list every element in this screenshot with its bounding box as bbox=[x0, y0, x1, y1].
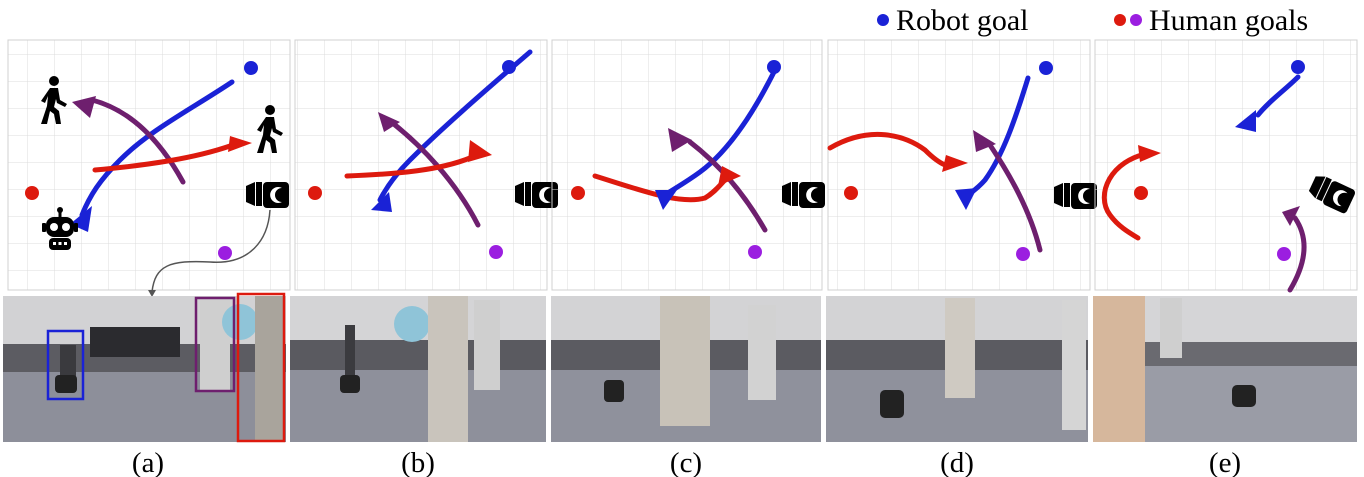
robot-goal-legend-marker bbox=[877, 14, 889, 26]
caption-d: (d) bbox=[940, 447, 974, 477]
robot-path bbox=[79, 79, 235, 218]
robot-goal bbox=[1039, 61, 1053, 75]
robot-marker bbox=[371, 192, 392, 212]
robot-path bbox=[662, 67, 778, 198]
human-goal-red-legend-marker bbox=[1114, 14, 1126, 26]
human-goals-legend-label: Human goals bbox=[1149, 4, 1308, 37]
human2-marker bbox=[72, 96, 96, 118]
human1-marker bbox=[228, 136, 252, 152]
robot-marker bbox=[1235, 110, 1256, 132]
caption-b: (b) bbox=[401, 447, 435, 477]
map-panel-a bbox=[7, 39, 291, 297]
human-goal-purple bbox=[218, 246, 232, 260]
human-goal-purple bbox=[489, 245, 503, 259]
map-panel-b bbox=[294, 39, 558, 291]
robot-marker bbox=[955, 188, 977, 210]
robot-goal bbox=[244, 61, 258, 75]
robot-marker bbox=[655, 190, 677, 210]
robot-goal-legend-label: Robot goal bbox=[896, 4, 1029, 37]
photo-d bbox=[826, 296, 1088, 442]
human2-marker bbox=[668, 128, 692, 152]
map-panel-d bbox=[827, 39, 1097, 291]
human1-marker bbox=[1138, 145, 1161, 162]
human1-path bbox=[92, 143, 233, 173]
caption-a: (a) bbox=[132, 447, 164, 477]
human-goal-red bbox=[1134, 186, 1148, 200]
human-goal-purple-legend-marker bbox=[1130, 14, 1142, 26]
human-goal-purple bbox=[1016, 247, 1030, 261]
human1-path bbox=[592, 173, 728, 203]
human1-marker bbox=[468, 140, 492, 162]
photo-b bbox=[290, 296, 546, 442]
human1-path bbox=[1101, 150, 1153, 241]
human-goal-red bbox=[571, 186, 585, 200]
robot-goal bbox=[767, 60, 781, 74]
human2-path bbox=[987, 142, 1043, 253]
human2-marker bbox=[973, 130, 996, 152]
human2-marker bbox=[1282, 206, 1300, 226]
camera-link-arrow bbox=[151, 209, 271, 293]
camera-icon bbox=[246, 182, 289, 208]
photo-e bbox=[1093, 296, 1357, 442]
human-goal-purple bbox=[748, 245, 762, 259]
robot-goal bbox=[502, 60, 516, 74]
human1-path bbox=[827, 131, 948, 168]
human-goal-red bbox=[308, 186, 322, 200]
robot-goal bbox=[1291, 60, 1305, 74]
camera-link-arrowhead bbox=[148, 290, 156, 297]
human-goal-red bbox=[25, 186, 39, 200]
map-panel-c bbox=[551, 39, 825, 291]
robot-path bbox=[1255, 74, 1301, 118]
human-goal-red bbox=[844, 186, 858, 200]
caption-e: (e) bbox=[1209, 447, 1241, 477]
caption-c: (c) bbox=[670, 447, 702, 477]
human1-marker bbox=[942, 155, 968, 172]
camera-icon bbox=[1054, 183, 1097, 209]
photo-c bbox=[551, 296, 821, 442]
human1-marker bbox=[718, 166, 741, 186]
camera-icon bbox=[782, 182, 825, 208]
human-goal-purple bbox=[1277, 247, 1291, 261]
human2-path bbox=[1287, 215, 1307, 293]
human2-marker bbox=[378, 112, 400, 132]
human2-path bbox=[687, 139, 768, 233]
human1-path bbox=[344, 155, 473, 179]
photo-a bbox=[3, 292, 286, 443]
legend: Robot goal Human goals bbox=[877, 4, 1308, 37]
map-panel-e bbox=[1094, 39, 1358, 293]
human2-path bbox=[89, 97, 186, 185]
